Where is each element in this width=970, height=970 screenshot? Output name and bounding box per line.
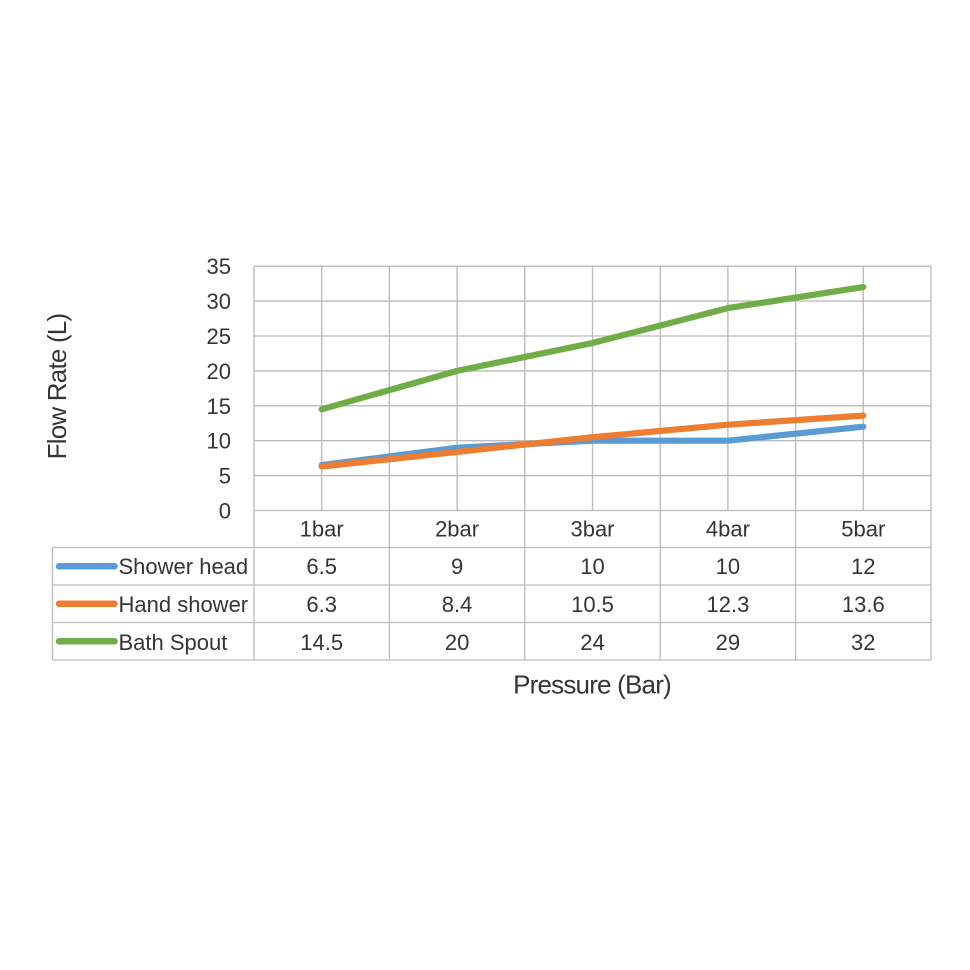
svg-text:Flow Rate (L): Flow Rate (L) — [42, 314, 72, 460]
svg-text:10.5: 10.5 — [571, 592, 614, 617]
svg-text:14.5: 14.5 — [300, 630, 343, 655]
svg-text:20: 20 — [445, 630, 469, 655]
svg-text:15: 15 — [207, 394, 231, 419]
svg-text:10: 10 — [207, 429, 231, 454]
svg-text:25: 25 — [207, 324, 231, 349]
svg-text:2bar: 2bar — [435, 516, 479, 541]
svg-text:6.3: 6.3 — [306, 592, 337, 617]
svg-text:12.3: 12.3 — [706, 592, 749, 617]
svg-text:5bar: 5bar — [841, 516, 885, 541]
svg-text:20: 20 — [207, 359, 231, 384]
svg-text:29: 29 — [716, 630, 740, 655]
svg-text:6.5: 6.5 — [306, 554, 337, 579]
svg-text:9: 9 — [451, 554, 463, 579]
svg-text:Hand shower: Hand shower — [119, 592, 249, 617]
svg-text:10: 10 — [716, 554, 740, 579]
svg-text:12: 12 — [851, 554, 875, 579]
svg-text:32: 32 — [851, 630, 875, 655]
svg-text:Shower head: Shower head — [119, 554, 249, 579]
svg-text:24: 24 — [580, 630, 604, 655]
svg-text:3bar: 3bar — [570, 516, 614, 541]
svg-text:0: 0 — [219, 499, 231, 524]
svg-text:13.6: 13.6 — [842, 592, 885, 617]
svg-text:30: 30 — [207, 289, 231, 314]
svg-text:4bar: 4bar — [706, 516, 750, 541]
svg-text:1bar: 1bar — [300, 516, 344, 541]
svg-text:8.4: 8.4 — [442, 592, 473, 617]
svg-text:10: 10 — [580, 554, 604, 579]
svg-text:5: 5 — [219, 464, 231, 489]
svg-text:Bath Spout: Bath Spout — [119, 630, 228, 655]
svg-text:35: 35 — [207, 254, 231, 279]
svg-text:Pressure (Bar): Pressure (Bar) — [513, 670, 671, 700]
